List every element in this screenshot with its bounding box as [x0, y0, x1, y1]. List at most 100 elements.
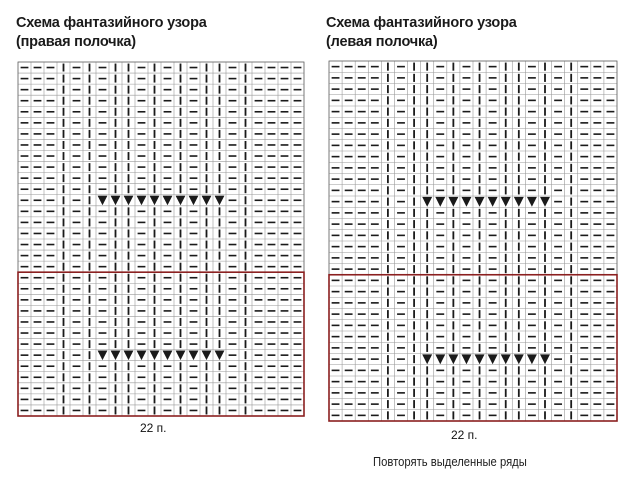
purl-dash-symbol — [72, 310, 81, 312]
purl-dash-symbol — [593, 403, 602, 405]
knit-bar-symbol — [413, 197, 415, 206]
purl-dash-symbol — [397, 212, 405, 214]
knit-bar-symbol — [114, 306, 117, 315]
purl-dash-symbol — [72, 287, 81, 290]
purl-dash-symbol — [488, 302, 497, 304]
knit-bar-symbol — [413, 287, 415, 296]
purl-dash-symbol — [228, 287, 237, 290]
purl-dash-symbol — [46, 144, 55, 146]
knit-bar-symbol — [244, 284, 247, 293]
purl-dash-symbol — [344, 369, 353, 372]
purl-dash-symbol — [331, 189, 340, 192]
knit-bar-symbol — [413, 141, 415, 150]
purl-dash-symbol — [72, 210, 81, 213]
purl-dash-symbol — [254, 232, 263, 235]
purl-dash-symbol — [254, 376, 263, 379]
purl-dash-symbol — [267, 299, 276, 301]
purl-dash-symbol — [20, 199, 29, 202]
purl-dash-symbol — [580, 335, 589, 338]
purl-dash-symbol — [331, 392, 340, 394]
purl-dash-symbol — [293, 133, 302, 135]
purl-dash-symbol — [33, 365, 42, 368]
purl-dash-symbol — [436, 335, 445, 338]
knit-bar-symbol — [544, 208, 546, 217]
knit-bar-symbol — [570, 96, 573, 105]
knit-bar-symbol — [88, 152, 91, 161]
purl-dash-symbol — [280, 144, 289, 146]
purl-dash-symbol — [527, 99, 536, 102]
knit-bar-symbol — [517, 366, 520, 375]
purl-dash-symbol — [331, 144, 340, 147]
purl-dash-symbol — [331, 347, 340, 349]
decrease-triangle-symbol — [540, 196, 550, 207]
knit-bar-symbol — [179, 373, 182, 382]
knit-bar-symbol — [452, 107, 455, 116]
purl-dash-symbol — [33, 232, 42, 235]
purl-dash-symbol — [344, 65, 353, 68]
purl-dash-symbol — [254, 243, 263, 246]
purl-dash-symbol — [189, 210, 198, 213]
knit-bar-symbol — [127, 384, 130, 393]
purl-dash-symbol — [344, 392, 353, 394]
knit-bar-symbol — [205, 118, 208, 127]
purl-dash-symbol — [46, 332, 55, 334]
purl-dash-symbol — [228, 276, 237, 279]
purl-dash-symbol — [397, 88, 405, 90]
knit-bar-symbol — [153, 395, 156, 404]
knit-bar-symbol — [478, 242, 481, 251]
purl-dash-symbol — [397, 324, 405, 327]
knit-bar-symbol — [179, 207, 182, 216]
purl-dash-symbol — [46, 232, 55, 235]
knit-bar-symbol — [179, 306, 182, 315]
purl-dash-symbol — [397, 414, 405, 417]
purl-dash-symbol — [370, 257, 379, 259]
purl-dash-symbol — [527, 279, 536, 282]
knit-bar-symbol — [544, 287, 546, 296]
chart-title-right-front: Схема фантазийного узора (правая полочка… — [16, 14, 207, 52]
knit-bar-symbol — [205, 384, 208, 393]
knit-bar-symbol — [544, 85, 546, 94]
purl-dash-symbol — [72, 265, 81, 268]
knit-bar-symbol — [413, 208, 415, 217]
purl-dash-symbol — [580, 313, 589, 315]
knit-bar-symbol — [153, 362, 156, 371]
chart-symbols — [20, 63, 302, 415]
knit-bar-symbol — [114, 229, 117, 238]
knit-bar-symbol — [504, 242, 507, 251]
purl-dash-symbol — [98, 144, 107, 146]
purl-dash-symbol — [357, 380, 366, 383]
purl-dash-symbol — [462, 144, 471, 147]
purl-dash-symbol — [189, 110, 198, 113]
purl-dash-symbol — [344, 110, 353, 113]
knit-bar-symbol — [504, 175, 507, 184]
purl-dash-symbol — [344, 88, 353, 90]
knit-bar-symbol — [452, 298, 455, 307]
purl-dash-symbol — [280, 321, 289, 323]
knit-bar-symbol — [218, 329, 221, 338]
purl-dash-symbol — [72, 354, 81, 356]
decrease-triangle-symbol — [175, 195, 186, 206]
knit-bar-symbol — [153, 284, 156, 293]
decrease-triangle-symbol — [175, 350, 186, 361]
purl-dash-symbol — [527, 245, 536, 248]
knit-bar-symbol — [88, 351, 91, 360]
knit-bar-symbol — [62, 107, 65, 116]
purl-dash-symbol — [280, 110, 289, 113]
purl-dash-symbol — [580, 290, 589, 293]
knit-bar-symbol — [426, 253, 429, 262]
knit-bar-symbol — [452, 220, 455, 229]
purl-dash-symbol — [137, 144, 146, 146]
purl-dash-symbol — [267, 77, 276, 80]
knit-bar-symbol — [504, 220, 507, 229]
knit-bar-symbol — [544, 377, 546, 386]
knit-bar-symbol — [62, 406, 65, 415]
knit-bar-symbol — [413, 310, 415, 319]
knit-bar-symbol — [426, 175, 429, 184]
purl-dash-symbol — [137, 166, 146, 168]
decrease-triangle-symbol — [201, 195, 212, 206]
knit-bar-symbol — [127, 174, 130, 183]
purl-dash-symbol — [46, 287, 55, 290]
purl-dash-symbol — [488, 122, 497, 124]
purl-dash-symbol — [293, 254, 302, 257]
decrease-triangle-symbol — [162, 195, 173, 206]
